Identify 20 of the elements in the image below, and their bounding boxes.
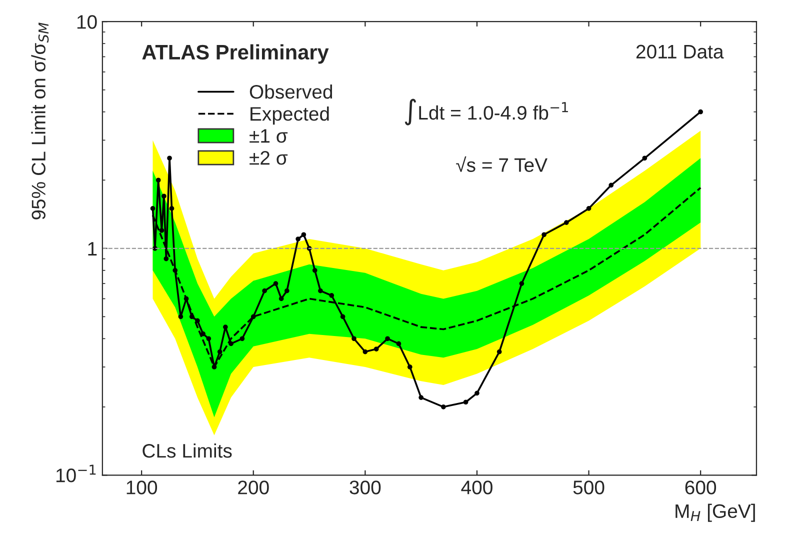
legend-label: Expected — [250, 106, 329, 125]
x-axis-title: M$_{H}$ [GeV] — [676, 504, 755, 522]
annotation: √s = 7 TeV — [456, 156, 548, 172]
legend-label: Observed — [250, 84, 332, 99]
x-tick-label: 400 — [461, 480, 492, 494]
y-tick-label: 10 — [77, 15, 97, 29]
annotation: ∫Ldt = 1.0-4.9 fb$^{−1}$ — [404, 98, 568, 126]
y-axis-title: 95% CL Limit on σ/σ$_{SM}$ — [31, 22, 49, 220]
y-tick-label: 1 — [88, 242, 97, 256]
x-tick-label: 200 — [238, 480, 269, 494]
x-tick-label: 100 — [126, 480, 158, 494]
legend-label: ±1 σ — [250, 129, 288, 143]
x-tick-label: 500 — [573, 480, 604, 494]
annotation: CLs Limits — [142, 443, 232, 458]
y-tick-label: 10$^{−1}$ — [56, 464, 96, 482]
x-tick-label: 600 — [685, 480, 716, 494]
x-tick-label: 300 — [350, 480, 381, 494]
annotation: ATLAS Preliminary — [142, 44, 329, 64]
legend-label: ±2 σ — [250, 151, 288, 165]
annotation: 2011 Data — [636, 44, 724, 59]
